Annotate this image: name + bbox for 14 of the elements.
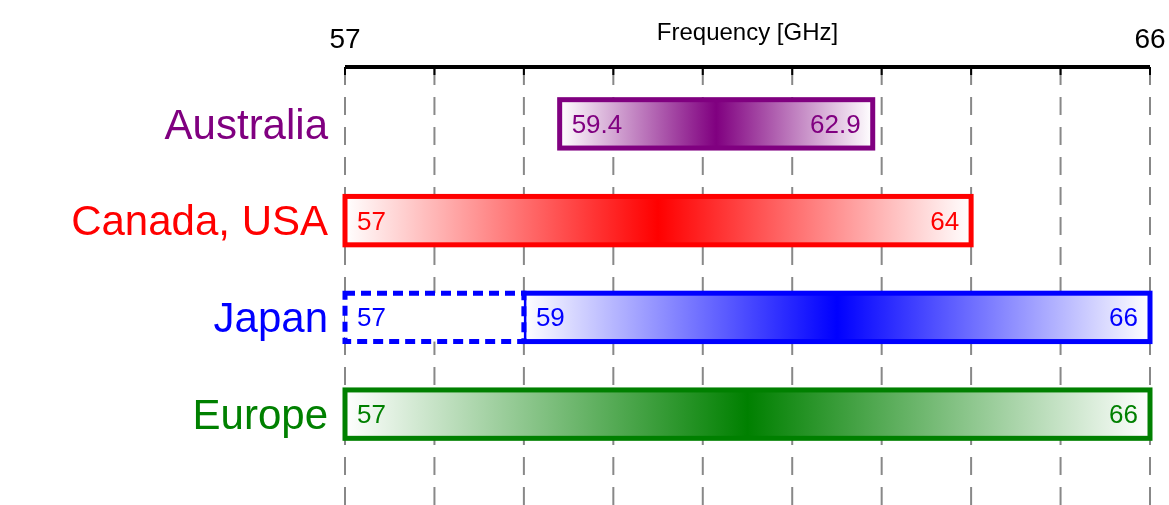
y-tick-label: Japan: [213, 294, 328, 342]
annotation: 64: [930, 205, 960, 236]
y-tick-label: Canada, USA: [71, 197, 328, 245]
annotation: 59: [535, 302, 565, 333]
annotation: 57: [357, 399, 386, 430]
y-tick-label: Europe: [192, 390, 328, 438]
annotation: 66: [1109, 399, 1138, 430]
x-axis-title: Frequency [GHz]: [656, 18, 839, 45]
y-tick-label: Australia: [164, 100, 329, 148]
annotation: 59.4: [571, 108, 623, 139]
annotation: 62.9: [810, 108, 861, 139]
annotation: 66: [1109, 302, 1138, 333]
annotation: 57: [357, 205, 386, 236]
annotation: 57: [357, 302, 386, 333]
